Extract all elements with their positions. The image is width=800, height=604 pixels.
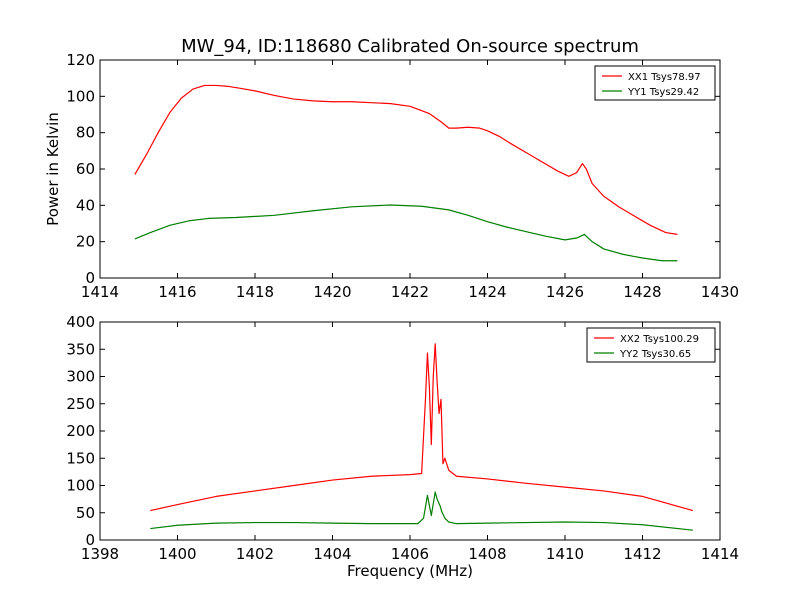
legend-1: XX2 Tsys100.29 YY2 Tsys30.65 — [586, 327, 716, 363]
y-tick-label: 100 — [66, 87, 95, 105]
x-tick-label: 1422 — [391, 283, 429, 301]
legend-label: XX1 Tsys78.97 — [628, 72, 701, 83]
bottom-x-axis-label: Frequency (MHz) — [347, 562, 473, 580]
x-tick-label: 1416 — [158, 283, 196, 301]
x-tick-label: 1414 — [81, 283, 119, 301]
y-tick-label: 250 — [66, 395, 95, 413]
x-tick-label: 1406 — [391, 545, 429, 563]
legend-label: YY2 Tsys30.65 — [619, 349, 691, 360]
x-tick-label: 1408 — [468, 545, 506, 563]
y-tick-label: 80 — [76, 124, 95, 142]
top-y-axis-label: Power in Kelvin — [44, 112, 62, 226]
x-tick-label: 1410 — [546, 545, 584, 563]
y-tick-label: 100 — [66, 477, 95, 495]
top-plot: 1414 1416 1418 1420 1422 1424 1426 1428 1430 0 20 4… — [66, 51, 739, 301]
y-tick-label: 150 — [66, 449, 95, 467]
y-tick-label: 20 — [76, 233, 95, 251]
x-tick-label: 1414 — [701, 545, 739, 563]
y-tick-label: 350 — [66, 340, 95, 358]
x-tick-label: 1428 — [623, 283, 661, 301]
y-tick-label: 40 — [76, 196, 95, 214]
legend-0: XX1 Tsys78.97 YY1 Tsys29.42 — [594, 65, 716, 101]
legend-box — [586, 327, 716, 363]
series-line-1-1 — [150, 491, 693, 531]
x-tick-label: 1402 — [236, 545, 274, 563]
x-tick-label: 1430 — [701, 283, 739, 301]
y-tick-label: 0 — [85, 531, 95, 549]
bottom-plot: 1398 1400 1402 1404 1406 1408 1410 1412 1414 0 50 1… — [66, 313, 739, 563]
legend-label: XX2 Tsys100.29 — [620, 334, 699, 345]
y-tick-label: 50 — [76, 504, 95, 522]
series-line-0-0 — [134, 84, 678, 235]
series-line-0-1 — [134, 204, 678, 262]
x-tick-label: 1420 — [313, 283, 351, 301]
y-tick-label: 400 — [66, 313, 95, 331]
x-tick-label: 1404 — [313, 545, 351, 563]
legend-label: YY1 Tsys29.42 — [627, 87, 699, 98]
series-line-1-0 — [150, 343, 694, 512]
x-tick-label: 1426 — [546, 283, 584, 301]
y-tick-label: 120 — [66, 51, 95, 69]
x-tick-label: 1400 — [158, 545, 196, 563]
y-tick-label: 0 — [85, 269, 95, 287]
x-tick-label: 1424 — [468, 283, 506, 301]
x-tick-label: 1398 — [81, 545, 119, 563]
chart-title: MW_94, ID:118680 Calibrated On-source sp… — [181, 36, 639, 57]
x-tick-label: 1412 — [623, 545, 661, 563]
y-tick-label: 60 — [76, 160, 95, 178]
y-tick-label: 300 — [66, 368, 95, 386]
legend-box — [594, 65, 716, 101]
x-tick-label: 1418 — [236, 283, 274, 301]
y-tick-label: 200 — [66, 422, 95, 440]
